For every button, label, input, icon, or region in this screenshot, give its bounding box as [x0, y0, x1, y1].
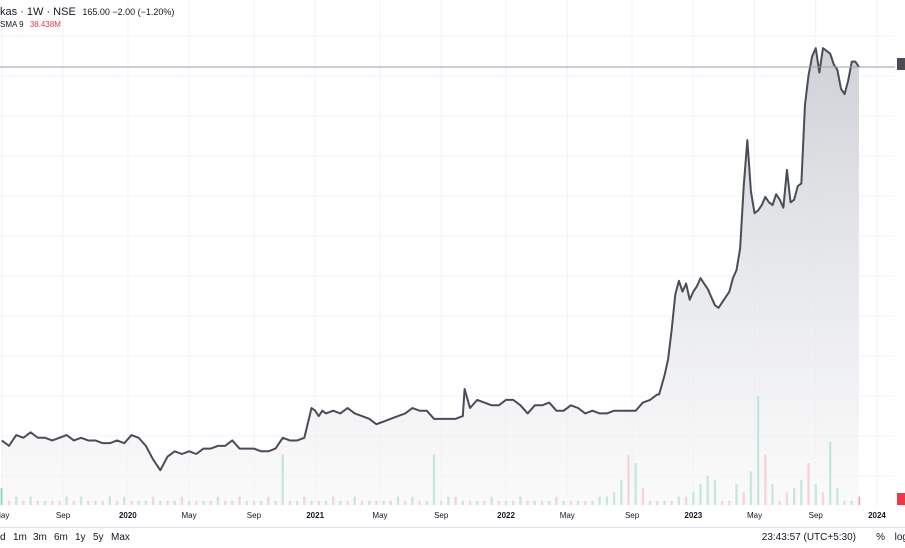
- volume-bar: [857, 496, 861, 505]
- x-tick-label: Sep: [434, 511, 449, 520]
- legend-main-row: kas · 1W · NSE 165.00 −2.00 (−1.20%): [0, 6, 174, 18]
- chart-canvas[interactable]: May Sep 2020 May Sep 2021 May Sep 2022 May Sep 2023…: [0, 0, 905, 527]
- x-axis: May Sep 2020 May Sep 2021 May Sep 2022 May Sep 2023…: [0, 511, 886, 520]
- x-tick-label: 2020: [119, 511, 137, 520]
- price-line: [1, 47, 860, 472]
- x-tick-label: 2021: [306, 511, 324, 520]
- sma-value: 38.438M: [29, 20, 61, 29]
- percent-scale-toggle[interactable]: %: [876, 532, 885, 543]
- range-6m-button[interactable]: 6m: [54, 532, 68, 543]
- x-tick-label: May: [560, 511, 575, 520]
- symbol-title[interactable]: kas · 1W · NSE: [0, 6, 76, 18]
- x-tick-label: Sep: [247, 511, 262, 520]
- price-area-fill: [1, 48, 859, 506]
- x-tick-label: 2023: [684, 511, 702, 520]
- x-tick-label: 2022: [497, 511, 515, 520]
- log-scale-toggle[interactable]: log: [894, 532, 905, 543]
- x-tick-label: May: [182, 511, 197, 520]
- range-5y-button[interactable]: 5y: [93, 532, 104, 543]
- ohlc-values: 165.00 −2.00 (−1.20%): [82, 7, 175, 17]
- range-1d-button[interactable]: d: [0, 532, 6, 543]
- x-tick-label: May: [372, 511, 387, 520]
- range-3m-button[interactable]: 3m: [33, 532, 47, 543]
- legend-sma-row: SMA 9 38.438M: [0, 20, 61, 29]
- range-1y-button[interactable]: 1y: [75, 532, 86, 543]
- sma-label[interactable]: SMA 9: [0, 20, 24, 29]
- range-1m-button[interactable]: 1m: [13, 532, 27, 543]
- clock-readout[interactable]: 23:43:57 (UTC+5:30): [761, 532, 856, 543]
- x-tick-label: 2024: [868, 511, 886, 520]
- x-tick-label: Sep: [809, 511, 824, 520]
- x-tick-label: May: [0, 511, 9, 520]
- volume-scale-marker: [897, 493, 905, 505]
- bottom-toolbar: d 1m 3m 6m 1y 5y Max 23:43:57 (UTC+5:30)…: [0, 527, 905, 548]
- x-tick-label: May: [747, 511, 762, 520]
- x-tick-label: Sep: [625, 511, 640, 520]
- range-max-button[interactable]: Max: [111, 532, 130, 543]
- price-scale-marker: [897, 58, 905, 70]
- x-tick-label: Sep: [56, 511, 71, 520]
